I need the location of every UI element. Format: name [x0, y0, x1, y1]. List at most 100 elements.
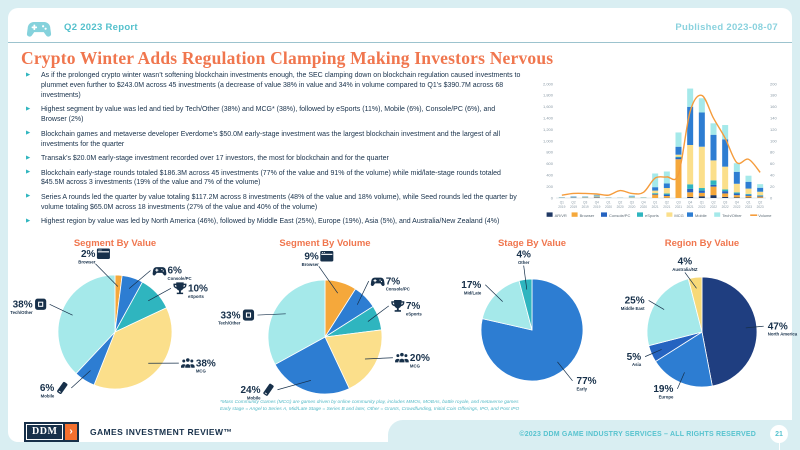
bullet-item: ▶ Series A rounds led the quarter by valu…: [26, 193, 522, 213]
chart-text: 7%: [386, 276, 401, 287]
pie-label-other: 4%Other: [516, 250, 531, 266]
bar-segment-console-pc: [663, 194, 670, 197]
pie-chart-segment-by-value: 2%Browser6%Console/PC10%eSports38%MCG6%M…: [10, 248, 216, 398]
bar-segment-mobile: [593, 195, 600, 196]
bullet-text: Series A rounds led the quarter by value…: [41, 193, 517, 211]
footnote-line-2: Early stage = Angel to Series A, Mid/Lat…: [220, 407, 520, 413]
footer-band: ©2023 DDM GAME INDUSTRY SERVICES – ALL R…: [388, 420, 800, 450]
chart-text: 1,600: [543, 104, 554, 109]
pie-label-line: [684, 272, 697, 289]
pie-label-browser: 2%Browser: [78, 248, 110, 264]
pie-slice-tech-other: [57, 274, 116, 375]
pie-label-console-pc: 6%Console/PC: [152, 266, 192, 281]
bullet-arrow-icon: ▶: [26, 193, 31, 200]
chart-text: Early: [577, 386, 588, 391]
bar-segment-console-pc: [733, 193, 740, 196]
bar-segment-browser: [698, 192, 705, 197]
bar-segment-esports: [652, 193, 659, 195]
chart-text: 19%: [653, 384, 673, 395]
chart-text: 2022: [698, 205, 705, 209]
chart-text: Q3: [630, 201, 634, 205]
pie-label-line: [277, 380, 312, 391]
bar-segment-mcg: [675, 154, 682, 157]
chart-text: 2023: [757, 205, 764, 209]
pie-label-esports: 7%eSports: [391, 299, 422, 316]
chart-text: Other: [518, 260, 530, 265]
chart-text: Tech/Other: [10, 310, 33, 315]
chart-text: Q2: [571, 201, 575, 205]
chart-text: Middle East: [621, 306, 645, 311]
bar-segment-mcg: [722, 166, 729, 190]
pie-label-middle-east: 25%Middle East: [621, 296, 645, 311]
bar-segment-console-pc: [757, 195, 764, 197]
bullet-text: Blockchain early-stage rounds totaled $1…: [41, 169, 501, 187]
footnote: *Mass Community Games (MCG) are games dr…: [220, 399, 560, 414]
bar-segment-mcg: [733, 183, 740, 193]
pie-label-europe: 19%Europe: [653, 384, 674, 399]
report-label: Q2 2023 Report: [64, 22, 138, 33]
pie-slice-tech-other: [267, 279, 326, 366]
chart-text: 60: [770, 161, 775, 166]
pie-label-browser: 9%Browser: [302, 251, 334, 267]
chart-text: Browser: [580, 213, 595, 218]
chart-text: Australia/NZ: [672, 267, 698, 272]
bar-segment-mcg: [745, 188, 752, 194]
pie-slice-australia-nz: [687, 276, 703, 333]
pie-label-line: [128, 270, 151, 289]
bullet-arrow-icon: ▶: [26, 154, 31, 161]
header-divider: [8, 42, 792, 43]
pie-label-mobile: 6%Mobile: [40, 381, 68, 398]
bullet-text: Transak’s $20.0M early-stage investment …: [41, 155, 389, 163]
chart-text: 2023: [745, 205, 752, 209]
chart-text: 2019: [570, 205, 577, 209]
pie-title-segment-by-volume: Segment By Volume: [279, 238, 371, 249]
bar-segment-tech-other: [710, 123, 717, 135]
bar-segment-mobile: [652, 187, 659, 191]
bullet-text: Blockchain games and metaverse developer…: [41, 130, 501, 148]
bar-segment-mobile: [745, 181, 752, 189]
bar-segment-browser: [663, 196, 670, 198]
ddm-logo: DDM ›: [24, 422, 79, 442]
browser-icon: [320, 251, 334, 262]
legend-item-ar-vr: AR/VR: [546, 212, 567, 218]
bar-segment-mobile: [663, 183, 670, 189]
chart-text: Q1: [560, 201, 564, 205]
chart-text: 2020: [617, 205, 624, 209]
bullet-arrow-icon: ▶: [26, 169, 31, 175]
gamepad-icon: [370, 277, 385, 286]
chart-text: AR/VR: [555, 213, 567, 218]
chart-text: 1,000: [543, 138, 554, 143]
pie-chart-segment-by-volume: 9%Browser7%Console/PC7%eSports20%MCG24%M…: [218, 251, 430, 400]
bar-segment-esports: [745, 193, 752, 195]
phone-icon: [263, 383, 274, 396]
chart-text: 800: [546, 150, 553, 155]
chart-text: Browser: [302, 262, 320, 267]
chart-text: Q4: [735, 201, 739, 205]
chart-text: 38%: [196, 358, 216, 369]
pie-chart-region-by-value: 47%North America 19%Europe 5%Asia 25%Middle…: [621, 256, 798, 399]
pie-slice-mcg: [93, 307, 173, 390]
chart-text: 140: [770, 116, 777, 121]
bar-segment-browser: [652, 194, 659, 198]
bar-segment-mobile: [733, 171, 740, 184]
chart-text: 2019: [558, 205, 565, 209]
pie-label-tech-other: 38%Tech/Other: [10, 298, 47, 315]
bullet-item: ▶ Highest region by value was led by Nort…: [26, 217, 522, 227]
chart-text: Console/PC: [609, 213, 630, 218]
bar-segment-ar-vr: [722, 196, 729, 198]
chart-text: 7%: [406, 301, 421, 312]
bar-segment-mobile: [698, 112, 705, 147]
bullet-arrow-icon: ▶: [26, 71, 31, 78]
chart-text: 160: [770, 104, 777, 109]
page-number-badge: 21: [770, 425, 788, 443]
chart-text: Tech/Other: [218, 321, 241, 326]
pie-label-asia: 5%Asia: [627, 352, 642, 367]
pie-slice-mcg: [324, 329, 383, 390]
bar-segment-browser: [687, 192, 694, 197]
chart-text: 77%: [577, 376, 597, 387]
bar-segment-mobile: [757, 187, 764, 192]
bar-segment-console-pc: [675, 157, 682, 160]
chart-text: 2020: [640, 205, 647, 209]
trophy-icon: [173, 282, 187, 295]
